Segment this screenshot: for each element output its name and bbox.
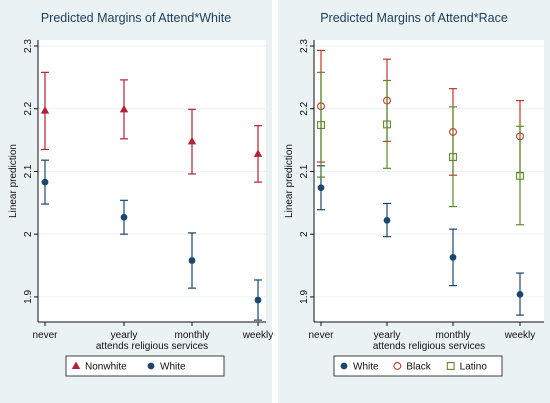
data-point bbox=[317, 121, 325, 129]
data-point bbox=[383, 120, 391, 129]
data-point bbox=[40, 106, 50, 114]
y-axis-label: Linear prediction bbox=[284, 144, 295, 218]
x-tick-label: yearly bbox=[111, 330, 138, 341]
plot-area bbox=[314, 40, 544, 322]
y-tick-label: 2.3 bbox=[299, 39, 310, 53]
data-point bbox=[516, 291, 524, 298]
y-tick-label: 2.1 bbox=[299, 164, 310, 178]
legend-marker bbox=[147, 362, 155, 370]
data-point bbox=[383, 216, 391, 224]
x-axis-label: attends religious services bbox=[373, 341, 485, 352]
x-tick-label: weekly bbox=[242, 330, 274, 341]
y-tick-label: 2.3 bbox=[23, 39, 34, 53]
y-axis-label: Linear prediction bbox=[8, 144, 19, 218]
legend-box bbox=[65, 355, 225, 377]
legend-marker bbox=[393, 362, 402, 370]
x-tick-label: never bbox=[308, 330, 334, 341]
chart-title: Predicted Margins of Attend*Race bbox=[320, 11, 508, 25]
x-axis-label: attends religious services bbox=[96, 341, 208, 352]
legend-label: Black bbox=[406, 362, 431, 373]
y-tick-label: 1.9 bbox=[23, 290, 34, 304]
chart-title: Predicted Margins of Attend*White bbox=[41, 11, 231, 25]
data-point bbox=[187, 136, 197, 145]
y-tick-label: 1.9 bbox=[299, 290, 310, 304]
data-point bbox=[253, 149, 263, 157]
x-tick-label: monthly bbox=[174, 330, 209, 341]
data-point bbox=[188, 257, 196, 264]
data-point bbox=[254, 296, 262, 304]
legend: White Black Latino bbox=[333, 355, 503, 377]
y-tick-label: 2.2 bbox=[23, 101, 34, 115]
plot-area bbox=[38, 40, 266, 322]
series-latino bbox=[317, 71, 524, 226]
legend-marker bbox=[446, 362, 455, 370]
x-tick-label: monthly bbox=[435, 330, 470, 341]
legend-label: White bbox=[160, 362, 186, 373]
chart-panel-2: Predicted Margins of Attend*Race 1.9 2 2.1 2… bbox=[278, 0, 550, 403]
legend-marker bbox=[71, 361, 81, 369]
y-tick-label: 2 bbox=[299, 231, 310, 237]
y-tick-label: 2.2 bbox=[299, 101, 310, 115]
x-tick-label: never bbox=[32, 330, 58, 341]
x-tick-label: weekly bbox=[504, 330, 536, 341]
series-nonwhite bbox=[40, 71, 263, 183]
y-tick-label: 2 bbox=[23, 231, 34, 237]
legend-label: Latino bbox=[460, 362, 488, 373]
data-point bbox=[516, 171, 524, 180]
data-point bbox=[317, 184, 325, 192]
legend: Nonwhite White bbox=[65, 355, 225, 377]
data-point bbox=[41, 178, 49, 186]
series-white bbox=[41, 159, 262, 321]
legend-label: White bbox=[353, 362, 379, 373]
data-point bbox=[120, 213, 128, 221]
y-tick-label: 2.1 bbox=[23, 164, 34, 178]
legend-label: Nonwhite bbox=[85, 362, 127, 373]
legend-box bbox=[333, 355, 503, 377]
chart-panel-1: Predicted Margins of Attend*White 1.9 2 2.1… bbox=[0, 0, 273, 403]
data-point bbox=[119, 104, 129, 113]
legend-marker bbox=[340, 362, 348, 370]
x-tick-label: yearly bbox=[374, 330, 401, 341]
data-point bbox=[449, 253, 457, 261]
data-point bbox=[449, 153, 457, 161]
